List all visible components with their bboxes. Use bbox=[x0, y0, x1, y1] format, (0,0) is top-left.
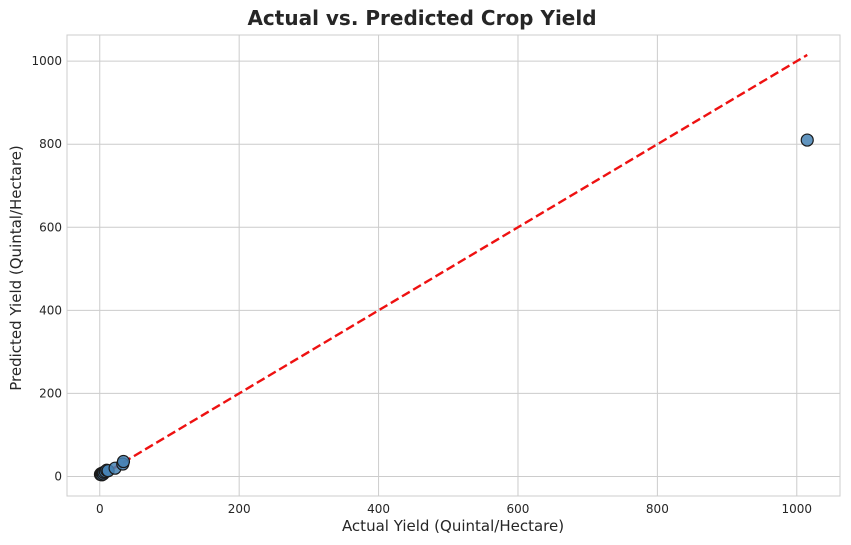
x-tick-label: 0 bbox=[96, 502, 104, 516]
reference-line bbox=[99, 53, 808, 478]
axis-ticks: 0 200 400 600 800 1000 0 200 400 600 800 1000 bbox=[31, 54, 812, 516]
data-point bbox=[116, 454, 131, 469]
y-tick-label: 800 bbox=[39, 137, 62, 151]
y-tick-label: 400 bbox=[39, 303, 62, 317]
x-tick-label: 400 bbox=[367, 502, 390, 516]
x-tick-label: 1000 bbox=[782, 502, 813, 516]
y-tick-label: 0 bbox=[54, 469, 62, 483]
plot-frame bbox=[66, 34, 841, 497]
y-axis-label: Predicted Yield (Quintal/Hectare) bbox=[7, 145, 25, 391]
y-tick-label: 600 bbox=[39, 220, 62, 234]
x-tick-label: 800 bbox=[646, 502, 669, 516]
x-tick-label: 200 bbox=[228, 502, 251, 516]
y-tick-label: 1000 bbox=[31, 54, 62, 68]
x-axis-label: Actual Yield (Quintal/Hectare) bbox=[342, 517, 564, 535]
reference-line-layer bbox=[99, 53, 808, 478]
data-point bbox=[800, 133, 814, 147]
grid bbox=[67, 35, 840, 496]
y-tick-label: 200 bbox=[39, 386, 62, 400]
scatter-points bbox=[93, 133, 814, 482]
x-tick-label: 600 bbox=[507, 502, 530, 516]
chart-title: Actual vs. Predicted Crop Yield bbox=[247, 6, 596, 30]
